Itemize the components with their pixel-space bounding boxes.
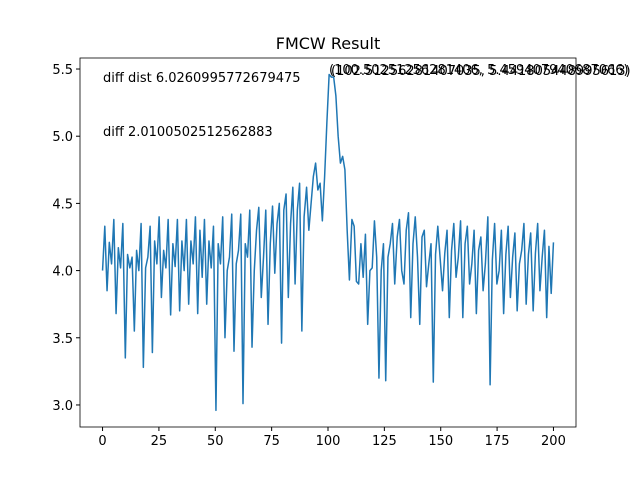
y-tick-label: 4.5 [52, 197, 73, 212]
y-tick-label: 4.0 [52, 265, 73, 280]
x-tick-label: 50 [207, 434, 224, 449]
y-tick-label: 5.5 [52, 63, 73, 78]
annotation: diff dist 6.0260995772679475 [103, 71, 301, 86]
x-tick-label: 150 [428, 434, 453, 449]
x-tick-label: 175 [485, 434, 510, 449]
x-tick-label: 0 [98, 434, 106, 449]
y-tick-label: 3.0 [52, 399, 73, 414]
x-tick-label: 75 [263, 434, 280, 449]
x-tick-label: 100 [316, 434, 341, 449]
annotation: (102.51256281407035, 5.441805448995613) [331, 64, 631, 79]
x-tick-label: 25 [151, 434, 168, 449]
chart-title: FMCW Result [276, 34, 381, 53]
annotation: (100.50251256281406, 5.459407940687066) [329, 63, 629, 78]
x-tick-label: 200 [541, 434, 566, 449]
x-tick-label: 125 [372, 434, 397, 449]
data-line [101, 73, 555, 412]
axes-frame [79, 57, 577, 428]
y-tick-label: 5.0 [52, 130, 73, 145]
y-tick-label: 3.5 [52, 332, 73, 347]
annotation: diff 2.0100502512562883 [103, 125, 273, 140]
